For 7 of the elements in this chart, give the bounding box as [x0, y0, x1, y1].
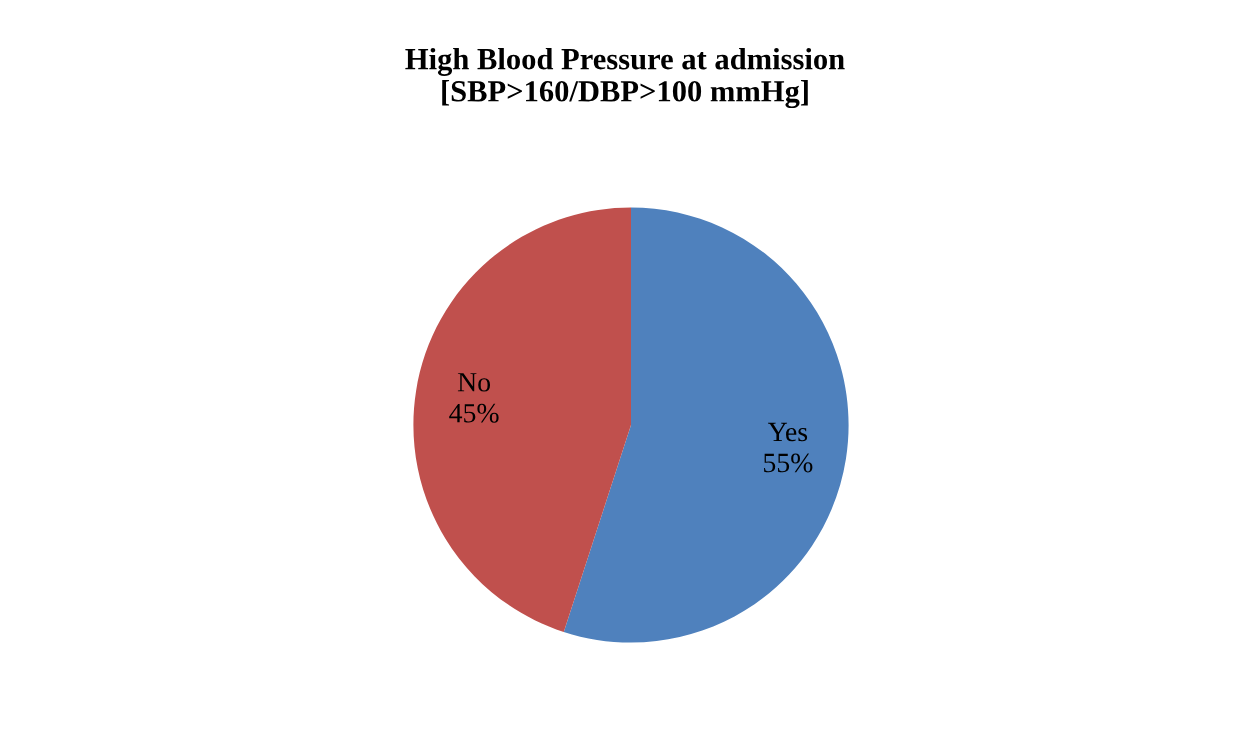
data-label: 45% — [449, 403, 499, 423]
slice-label: Yes — [767, 422, 808, 442]
pie-slice — [563, 207, 849, 643]
slice-label: No — [457, 373, 491, 392]
chart-title: High Blood Pressure at admission [SBP>160/DBP>100 mmHg] — [405, 47, 845, 109]
data-label: 55% — [764, 453, 813, 473]
pie-slice — [413, 207, 631, 632]
